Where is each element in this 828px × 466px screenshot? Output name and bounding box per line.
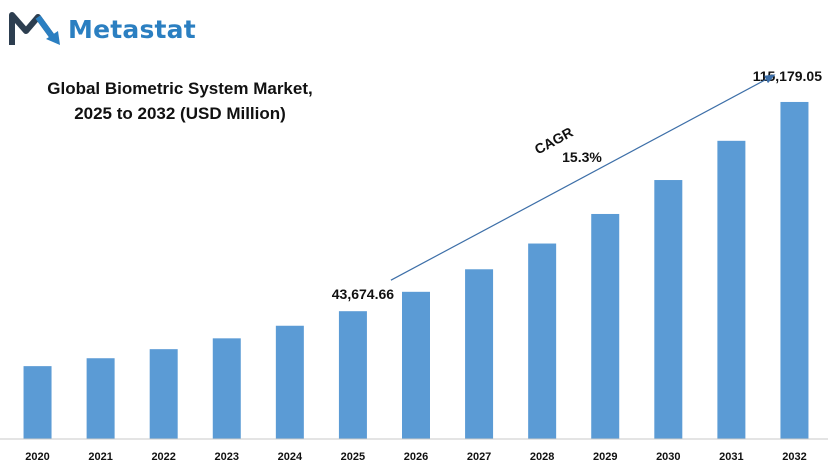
chart-title-block: Global Biometric System Market, 2025 to … [20,76,340,126]
brand-logo: Metastat [8,8,196,50]
x-tick-2030: 2030 [656,451,680,463]
x-tick-2027: 2027 [467,451,491,463]
bar-2028 [528,243,557,439]
bar-2021 [86,358,115,439]
bar-2020 [23,366,52,439]
metastat-logo-icon [9,12,60,45]
bar-2022 [149,349,178,439]
bar-2030 [654,180,683,439]
cagr-value: 15.3% [562,149,602,165]
x-tick-2026: 2026 [404,451,428,463]
x-tick-2031: 2031 [719,451,743,463]
chart-title: Global Biometric System Market, [47,79,313,98]
x-tick-labels: 2020 2021 2022 2023 2024 2025 2026 2027 2028 2029… [25,451,806,463]
chart-subtitle: 2025 to 2032 (USD Million) [74,104,286,123]
bars-group [23,101,809,440]
bar-2023 [212,338,241,439]
x-tick-2024: 2024 [278,451,303,463]
x-tick-2022: 2022 [151,451,175,463]
x-tick-2023: 2023 [215,451,239,463]
x-tick-2029: 2029 [593,451,617,463]
data-label-2025: 43,674.66 [332,286,394,302]
x-tick-2020: 2020 [25,451,49,463]
x-tick-2025: 2025 [341,451,365,463]
cagr-arrow [390,74,776,281]
bar-2024 [275,325,304,439]
x-tick-2032: 2032 [782,451,806,463]
x-tick-2028: 2028 [530,451,554,463]
x-tick-2021: 2021 [88,451,112,463]
bar-2032 [780,101,809,440]
bar-2029 [591,213,620,439]
bar-2027 [465,269,494,439]
bar-2025 [338,311,367,439]
bar-2026 [402,291,430,439]
brand-name: Metastat [68,14,196,44]
bar-2031 [717,140,746,440]
